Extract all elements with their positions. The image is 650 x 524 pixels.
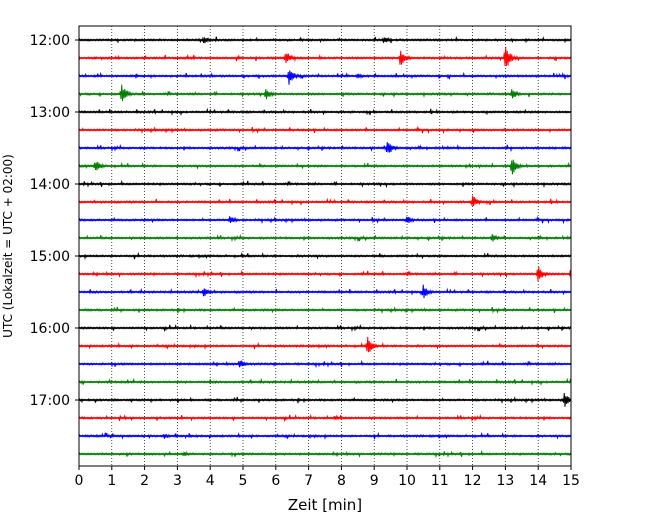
x-tick-label: 11 (431, 473, 449, 489)
seismogram-trace (78, 195, 572, 207)
y-tick-label: 12:00 (30, 33, 70, 49)
x-tick-label: 7 (304, 473, 313, 489)
y-tick-label: 13:00 (30, 105, 70, 121)
x-tick-label: 10 (398, 473, 416, 489)
x-tick-label: 8 (337, 473, 346, 489)
seismogram-trace (78, 159, 572, 175)
x-tick-label: 3 (173, 473, 182, 489)
seismogram-trace (78, 70, 572, 85)
y-tick-label: 15:00 (30, 249, 70, 265)
seismogram-trace (78, 84, 572, 102)
seismogram-trace (78, 336, 572, 353)
grid-layer (111, 26, 539, 466)
y-tick-label: 14:00 (30, 177, 70, 193)
trace-layer (78, 35, 572, 459)
x-tick-label: 14 (529, 473, 547, 489)
y-tick-label: 17:00 (30, 393, 70, 409)
x-tick-label: 9 (370, 473, 379, 489)
seismogram-trace (78, 46, 572, 67)
y-axis-ticks: 12:00 13:00 14:00 15:00 16:00 17:00 (30, 33, 79, 409)
x-tick-label: 0 (75, 473, 84, 489)
x-tick-label: 13 (496, 473, 514, 489)
x-tick-label: 12 (464, 473, 482, 489)
y-tick-label: 16:00 (30, 321, 70, 337)
x-tick-label: 15 (562, 473, 580, 489)
plot-frame (78, 25, 572, 467)
x-tick-label: 5 (239, 473, 248, 489)
x-tick-label: 1 (107, 473, 116, 489)
x-axis-label: Zeit [min] (288, 496, 362, 514)
x-axis-ticks: 0 1 2 3 4 5 6 7 8 9 10 11 12 13 14 15 (75, 466, 580, 489)
x-tick-label: 4 (206, 473, 215, 489)
y-axis-label: UTC (Lokalzeit = UTC + 02:00) (1, 154, 15, 338)
x-tick-label: 6 (271, 473, 280, 489)
x-tick-label: 2 (140, 473, 149, 489)
